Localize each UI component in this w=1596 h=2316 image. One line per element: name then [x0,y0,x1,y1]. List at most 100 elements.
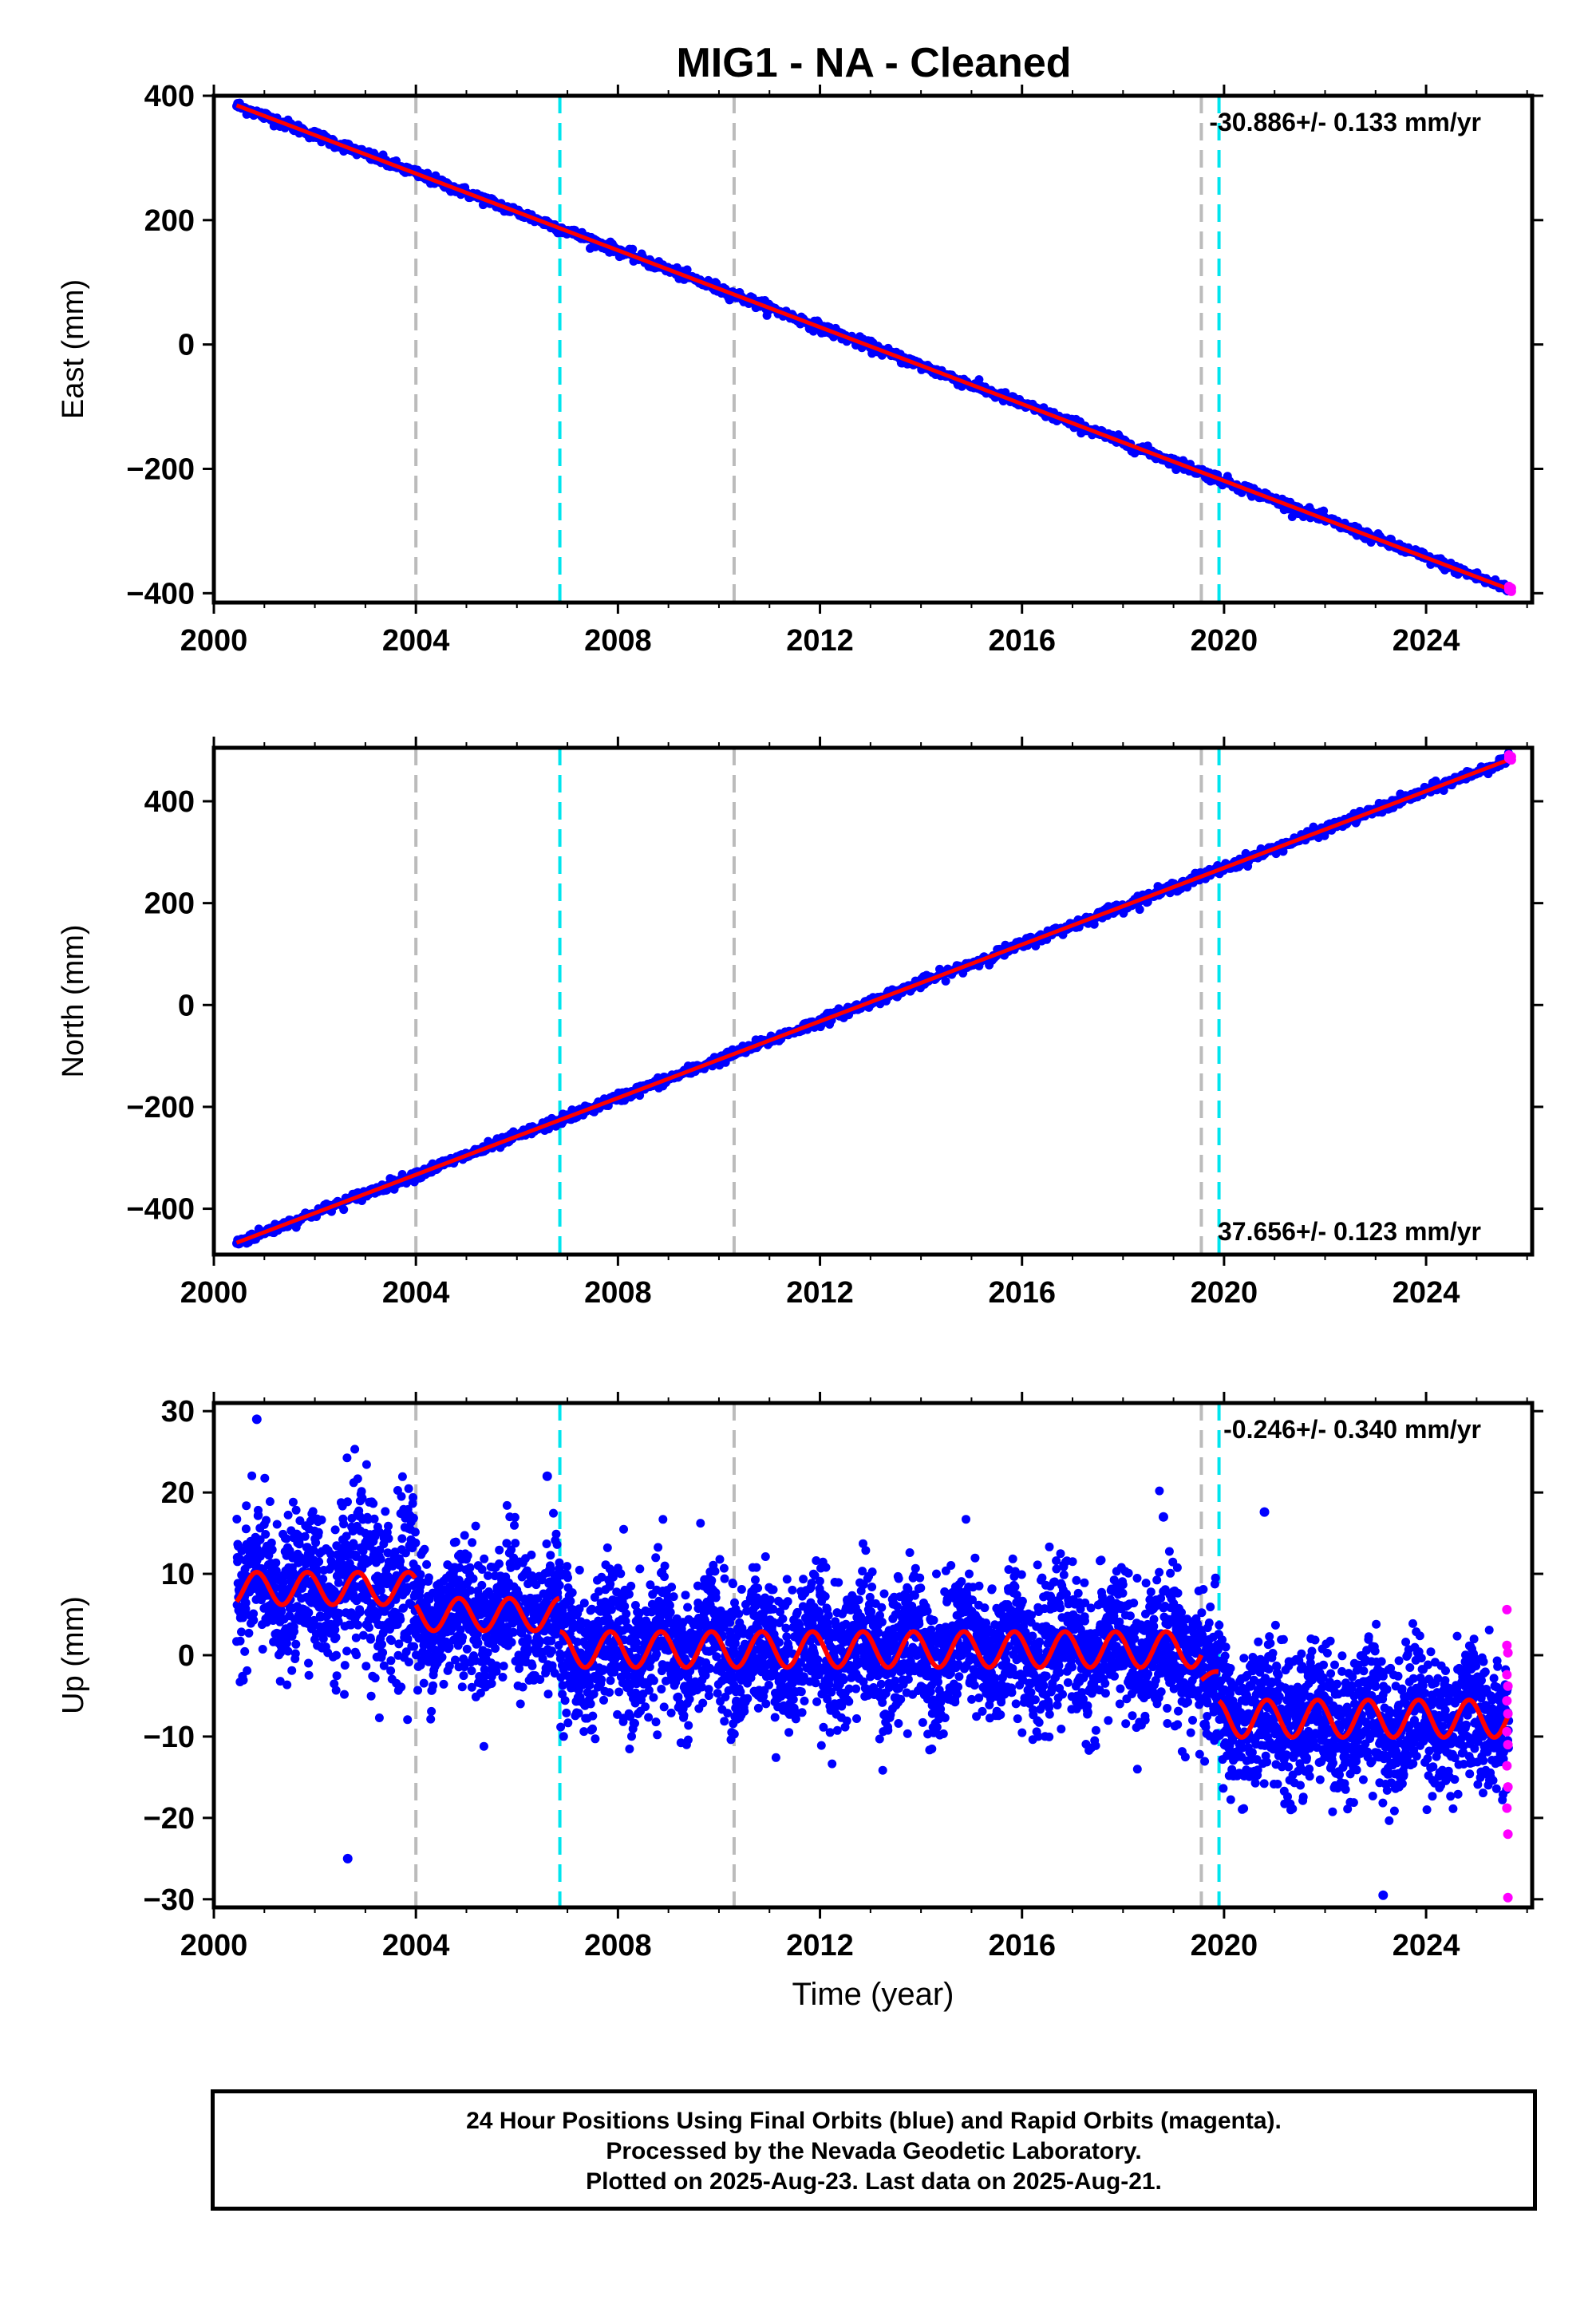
gps-point [378,1648,388,1658]
gps-point [479,1741,488,1751]
gps-point [409,1513,418,1523]
gps-point [235,1636,245,1646]
gps-point [507,1638,516,1647]
gps-point [619,1524,628,1534]
x-tick-label: 2012 [786,624,854,658]
y-tick-label: −200 [126,1091,195,1124]
gps-point [365,1622,373,1632]
gps-point [477,1580,487,1590]
gps-point [272,1520,282,1529]
gps-point [304,1608,314,1618]
gps-point [666,1607,675,1617]
gps-point [422,1559,432,1569]
gps-point [283,1510,293,1520]
gps-point [241,1524,251,1534]
x-tick-label: 2008 [584,624,652,658]
gps-point [660,1572,669,1582]
gps-point [729,1729,739,1739]
x-tick-label: 2004 [382,1276,450,1310]
gps-point [429,1681,438,1690]
gps-point [361,1662,371,1671]
gps-point [366,1691,376,1701]
gps-point [658,1515,668,1524]
gps-point [261,1530,271,1539]
gps-point [502,1500,512,1510]
gps-point [682,265,692,275]
gps-point [941,976,950,986]
gps-point [353,1474,362,1484]
figure-title: MIG1 - NA - Cleaned [676,40,1071,86]
gps-point [551,1529,561,1539]
gps-point [426,1714,436,1724]
velocity-rate-label: 37.656+/- 0.123 mm/yr [1218,1217,1481,1246]
gps-point [641,1702,650,1712]
gps-point [597,1675,606,1685]
gps-point [575,1565,584,1575]
gps-point [549,1508,558,1518]
gps-point [439,1679,448,1689]
gps-point [339,1520,349,1529]
gps-point [560,1696,570,1705]
gps-point [277,1607,286,1616]
velocity-rate-label: -30.886+/- 0.133 mm/yr [1209,108,1481,136]
gps-point [527,1661,537,1670]
gps-point [318,1575,328,1583]
gps-point [314,1557,324,1567]
gps-point [698,1698,708,1708]
gps-point [291,1639,301,1649]
gps-point [331,1686,341,1695]
gps-point [366,1634,375,1644]
gps-point [510,1520,519,1530]
gps-point [271,1558,281,1567]
gps-point [563,1718,573,1728]
gps-point [667,1583,677,1592]
east-panel: 2000 2004 2008 2012 2016 2020 20244002000−200−… [57,80,1543,658]
gps-point [591,1734,600,1744]
model-fit-line [235,103,1510,591]
gps-point [563,1573,572,1583]
x-tick-label: 2020 [1191,624,1258,658]
gps-point [330,1525,340,1535]
gps-point [713,1689,722,1698]
gps-point [622,1609,631,1618]
gps-point [630,1718,639,1728]
gps-point [361,1460,371,1469]
gps-point [457,1682,467,1692]
gps-point [424,1573,433,1583]
gps-point [555,1580,564,1590]
gps-point [290,1626,298,1636]
gps-point [232,1515,242,1524]
gps-point [614,1687,624,1697]
gps-point [437,1653,447,1662]
gps-point [396,1614,405,1624]
gps-point [495,1545,504,1555]
gps-point [625,1745,634,1753]
gps-point [332,1650,341,1660]
gps-point [283,1646,293,1656]
gps-point [654,1543,663,1552]
gps-point [480,1554,489,1563]
gps-point [586,1699,595,1709]
gps-point [427,1706,437,1716]
gps-point [260,1473,270,1483]
y-tick-label: 400 [144,80,195,113]
gps-point [657,1685,666,1694]
gps-point [409,1642,419,1651]
gps-point [684,1721,693,1730]
gps-point [254,1511,263,1520]
gps-point [369,1514,379,1524]
gps-point [720,1717,729,1726]
x-tick-label: 2000 [180,624,248,658]
gps-point [626,1581,636,1591]
gps-point [681,1591,690,1600]
gps-point [343,1497,352,1507]
gps-point [342,1646,352,1656]
gps-point [649,1693,658,1702]
gps-point [620,1602,630,1611]
gps-point [585,1681,595,1690]
gps-point [463,1551,472,1560]
gps-point [635,1564,645,1574]
gps-point [459,1671,468,1681]
gps-point [518,1682,527,1692]
